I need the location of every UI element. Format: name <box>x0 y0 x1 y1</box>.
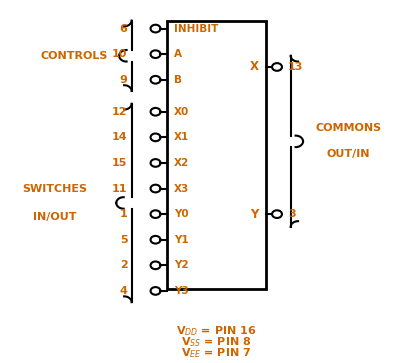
Text: CONTROLS: CONTROLS <box>40 51 107 61</box>
Text: X: X <box>250 61 258 73</box>
Text: X2: X2 <box>174 158 189 168</box>
Text: Y1: Y1 <box>174 235 189 245</box>
Text: IN/OUT: IN/OUT <box>33 212 77 222</box>
Text: 11: 11 <box>112 184 127 193</box>
Text: COMMONS: COMMONS <box>315 123 381 133</box>
Text: Y0: Y0 <box>174 209 189 219</box>
Text: 10: 10 <box>112 49 127 59</box>
Text: 6: 6 <box>119 24 127 34</box>
Text: Y3: Y3 <box>174 286 189 296</box>
Text: B: B <box>174 75 182 85</box>
Text: 4: 4 <box>119 286 127 296</box>
Text: 14: 14 <box>112 132 127 142</box>
Text: 15: 15 <box>112 158 127 168</box>
Text: X0: X0 <box>174 107 189 117</box>
Text: X1: X1 <box>174 132 189 142</box>
Text: OUT/IN: OUT/IN <box>327 149 370 159</box>
Text: 5: 5 <box>120 235 127 245</box>
Text: A: A <box>174 49 182 59</box>
Text: 9: 9 <box>119 75 127 85</box>
Text: 12: 12 <box>112 107 127 117</box>
Text: V$_{SS}$ = PIN 8: V$_{SS}$ = PIN 8 <box>181 335 252 349</box>
Text: Y2: Y2 <box>174 260 189 270</box>
Text: SWITCHES: SWITCHES <box>22 184 88 193</box>
Text: 3: 3 <box>288 209 296 219</box>
Text: 2: 2 <box>120 260 127 270</box>
Text: 13: 13 <box>288 62 304 72</box>
Text: X3: X3 <box>174 184 189 193</box>
Text: INHIBIT: INHIBIT <box>174 24 218 34</box>
Text: V$_{EE}$ = PIN 7: V$_{EE}$ = PIN 7 <box>181 346 251 360</box>
Text: Y: Y <box>250 208 258 221</box>
Text: 1: 1 <box>120 209 127 219</box>
Bar <box>167 21 266 289</box>
Text: V$_{DD}$ = PIN 16: V$_{DD}$ = PIN 16 <box>176 324 257 338</box>
